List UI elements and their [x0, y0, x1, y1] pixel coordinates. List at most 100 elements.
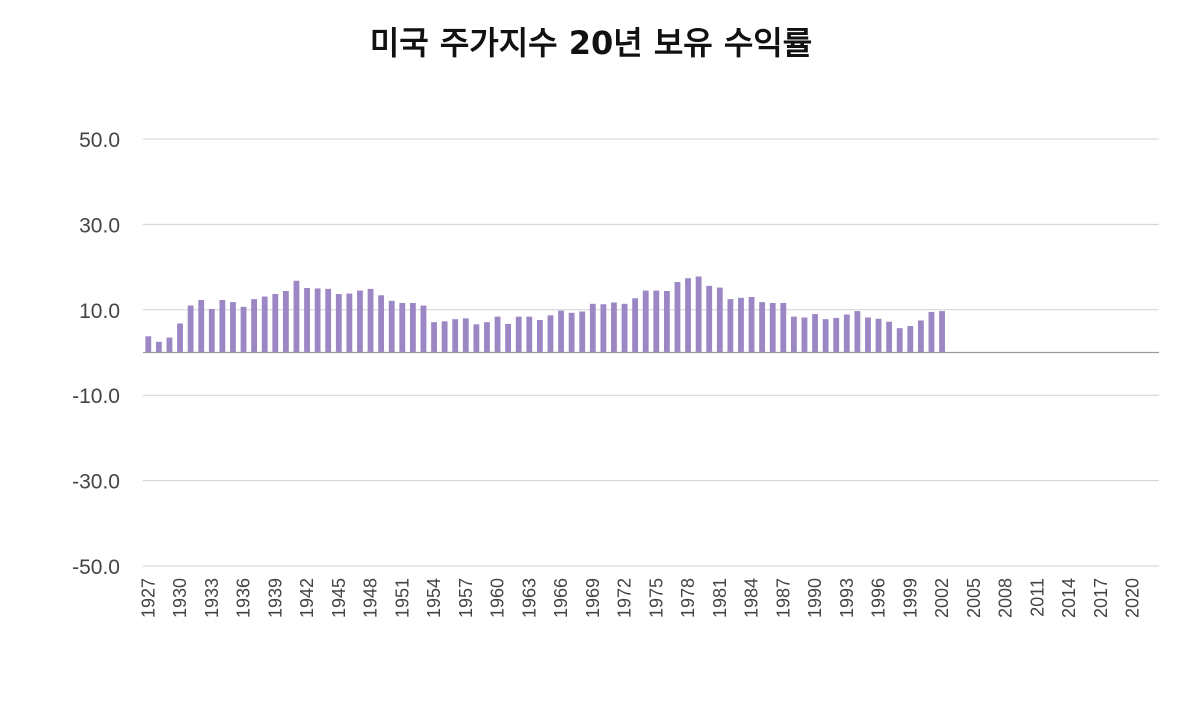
bar [177, 323, 183, 353]
x-tick-label: 1930 [170, 578, 190, 618]
bar [399, 302, 406, 353]
bar [589, 303, 596, 353]
bar [865, 317, 871, 353]
x-axis-ticks: 1927 1930 1933 1936 1939 1942 1945 1948 1951 1954… [138, 578, 1142, 618]
x-tick-label: 1948 [361, 578, 381, 618]
bar [335, 294, 342, 353]
y-tick-label: 10.0 [79, 300, 120, 323]
bar [536, 320, 543, 353]
bar [282, 291, 289, 353]
bar [240, 306, 247, 353]
bar [685, 278, 691, 353]
bar [452, 319, 459, 353]
x-tick-label: 1990 [805, 578, 825, 618]
chart-title: 미국 주가지수 20년 보유 수익률 [369, 24, 813, 62]
x-tick-label: 1954 [424, 578, 444, 618]
bar [568, 312, 575, 353]
x-tick-label: 1939 [265, 578, 285, 618]
x-tick-label: 1942 [297, 578, 317, 618]
bar [611, 302, 617, 353]
bar [759, 302, 766, 353]
bar [251, 299, 258, 353]
x-tick-label: 1972 [615, 578, 635, 618]
bar [886, 321, 893, 353]
bars [145, 276, 945, 353]
bar [558, 310, 564, 353]
bar [420, 305, 427, 353]
bar [822, 319, 829, 353]
bar [748, 296, 755, 353]
x-tick-label: 1984 [742, 578, 762, 618]
x-tick-label: 1957 [456, 578, 476, 618]
bar [621, 303, 628, 353]
bar [854, 311, 861, 353]
bar [663, 291, 670, 353]
y-tick-label: -50.0 [72, 556, 120, 579]
x-tick-label: 1987 [773, 578, 793, 618]
bar [600, 304, 607, 353]
bar [505, 323, 512, 353]
bar [833, 317, 840, 353]
bar [494, 316, 501, 353]
bar [653, 290, 660, 353]
bar [166, 337, 173, 353]
x-tick-label: 1945 [329, 578, 349, 618]
x-tick-label: 1963 [519, 578, 539, 618]
x-tick-label: 1969 [583, 578, 603, 618]
y-tick-label: 50.0 [79, 129, 120, 152]
y-tick-label: 30.0 [79, 214, 120, 237]
bar [230, 302, 236, 353]
bar [388, 300, 395, 353]
bar [219, 299, 226, 353]
y-tick-label: -30.0 [72, 471, 120, 494]
x-tick-label: 2020 [1123, 578, 1143, 618]
x-tick-label: 1951 [392, 578, 412, 618]
bar [314, 288, 321, 353]
x-tick-label: 2017 [1091, 578, 1111, 618]
bar [325, 288, 332, 353]
bar [769, 302, 776, 353]
bar [409, 302, 416, 353]
bar [632, 298, 639, 353]
bar [484, 322, 490, 353]
bar [346, 293, 353, 353]
bar [706, 285, 713, 353]
bar [462, 318, 469, 353]
bar [875, 318, 882, 353]
bar [727, 299, 734, 353]
bar [198, 299, 205, 353]
bar [579, 311, 586, 353]
bar [367, 288, 374, 353]
bar [145, 336, 152, 353]
gridlines [143, 138, 1159, 567]
x-tick-label: 1981 [710, 578, 730, 618]
bar [304, 288, 310, 353]
x-tick-label: 2011 [1027, 578, 1047, 617]
bar [928, 311, 935, 353]
bar [272, 294, 279, 353]
x-tick-label: 1966 [551, 578, 571, 618]
x-tick-label: 1999 [900, 578, 920, 618]
bar [187, 305, 194, 353]
y-axis-ticks: 50.0 30.0 10.0 -10.0 -30.0 -50.0 [72, 129, 120, 579]
bar [515, 316, 522, 353]
bar [155, 341, 162, 353]
bar [907, 326, 914, 353]
bar [208, 308, 215, 353]
bar [674, 282, 681, 353]
bar [441, 321, 448, 353]
x-tick-label: 1933 [202, 578, 222, 618]
x-tick-label: 1996 [869, 578, 889, 618]
x-tick-label: 1978 [678, 578, 698, 618]
bar [738, 297, 744, 353]
bar [939, 311, 945, 353]
bar [526, 316, 533, 353]
y-tick-label: -10.0 [72, 385, 120, 408]
bar [695, 276, 702, 353]
x-tick-label: 1927 [138, 578, 158, 618]
bar [261, 296, 268, 353]
bar [801, 317, 808, 353]
bar [547, 315, 554, 353]
x-tick-label: 1936 [234, 578, 254, 618]
